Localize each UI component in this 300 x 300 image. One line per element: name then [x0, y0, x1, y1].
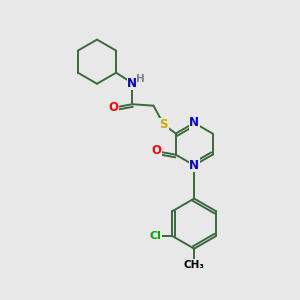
Text: O: O	[152, 144, 162, 157]
Text: Cl: Cl	[150, 231, 162, 241]
Text: N: N	[189, 159, 199, 172]
Text: H: H	[136, 74, 145, 84]
Text: N: N	[127, 76, 137, 89]
Text: N: N	[189, 116, 199, 129]
Text: S: S	[160, 118, 168, 131]
Text: O: O	[108, 101, 118, 114]
Text: CH₃: CH₃	[184, 260, 205, 270]
